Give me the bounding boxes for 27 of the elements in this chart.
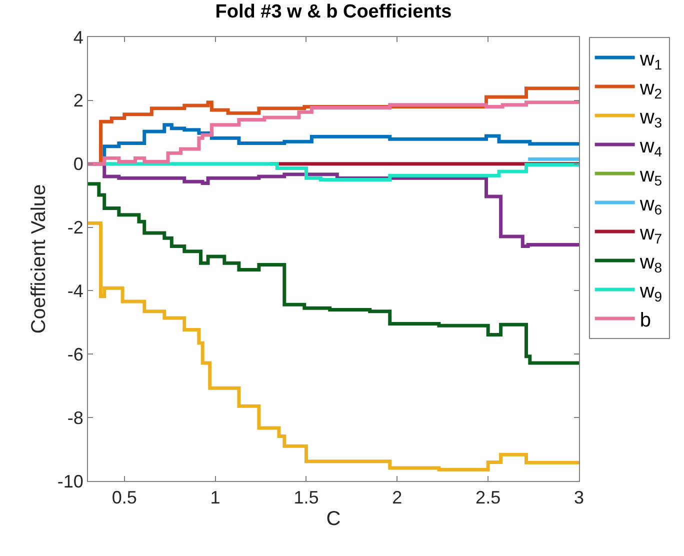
legend-label: w$_{1}$ <box>638 48 662 72</box>
y-tick-label: 2 <box>73 90 84 111</box>
legend-label: w$_{9}$ <box>638 280 662 304</box>
y-tick-label: -10 <box>57 471 84 492</box>
x-tick-label: 3 <box>574 488 584 508</box>
y-tick-label: -8 <box>67 408 84 428</box>
legend-label: w$_{5}$ <box>638 164 662 188</box>
y-tick-label: -2 <box>67 218 84 238</box>
y-tick-label: -4 <box>67 281 84 302</box>
x-tick-label: 2.5 <box>476 488 501 508</box>
y-tick-label: 4 <box>73 27 84 48</box>
y-tick-label: -6 <box>67 344 84 364</box>
x-axis-title: C <box>326 508 341 530</box>
legend-label: w$_{6}$ <box>638 193 662 218</box>
legend-label: w$_{4}$ <box>638 135 662 160</box>
chart-title: Fold #3 w & b Coefficients <box>215 1 452 22</box>
y-axis-title: Coefficient Value <box>28 184 50 334</box>
x-tick-label: 0.5 <box>112 488 137 508</box>
legend-label: w$_{2}$ <box>638 77 662 102</box>
y-tick-label: 0 <box>73 154 84 174</box>
legend-label: w$_{7}$ <box>638 222 662 246</box>
x-tick-label: 2 <box>392 488 402 508</box>
x-tick-label: 1.5 <box>294 488 319 508</box>
x-tick-label: 1 <box>210 488 220 508</box>
legend-label: w$_{3}$ <box>638 106 662 130</box>
legend-label: w$_{8}$ <box>638 251 662 276</box>
legend-label: b <box>640 309 651 332</box>
